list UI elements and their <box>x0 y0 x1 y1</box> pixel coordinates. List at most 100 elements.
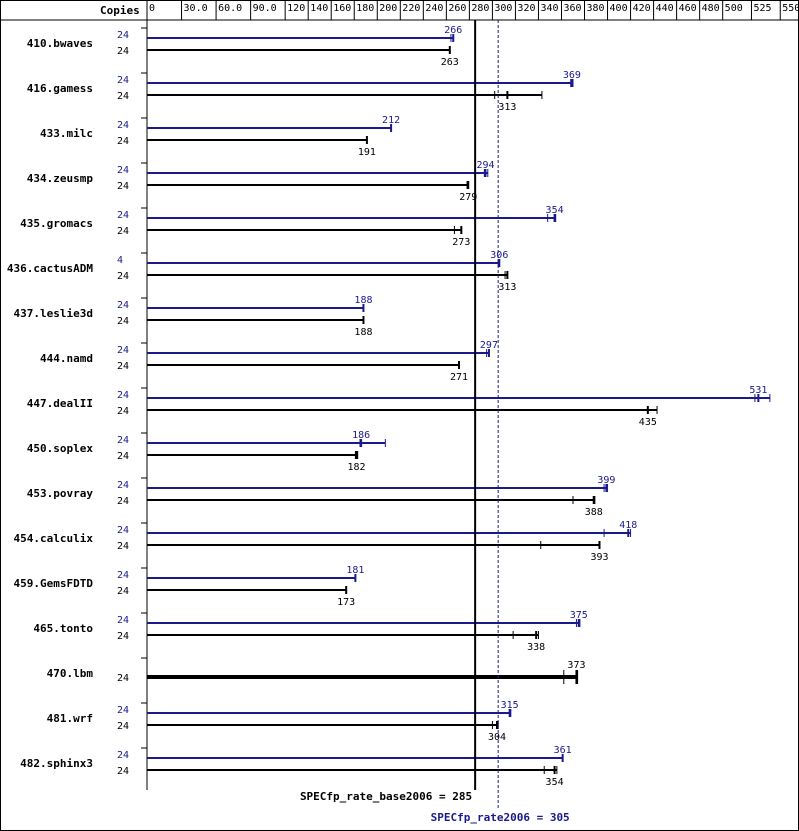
peak-summary-label: SPECfp_rate2006 = 305 <box>431 811 570 824</box>
axis-tick-label: 420 <box>633 3 651 14</box>
base-copies: 24 <box>117 226 129 237</box>
peak-copies: 24 <box>117 705 129 716</box>
axis-tick-label: 280 <box>471 3 489 14</box>
peak-copies: 24 <box>117 750 129 761</box>
peak-copies: 24 <box>117 435 129 446</box>
peak-copies: 24 <box>117 120 129 131</box>
peak-copies: 24 <box>117 30 129 41</box>
benchmark-bars: 410.bwaves 24 266 24 263 416.gamess 24 369 24 313… <box>7 20 771 790</box>
peak-value-label: 212 <box>382 115 400 126</box>
peak-value-label: 369 <box>563 70 581 81</box>
benchmark-row: 434.zeusmp 24 294 24 279 <box>27 160 495 203</box>
peak-value-label: 315 <box>501 700 519 711</box>
base-value-label: 273 <box>452 237 470 248</box>
axis-tick-label: 200 <box>379 3 397 14</box>
peak-value-label: 531 <box>749 385 767 396</box>
base-value-label: 313 <box>498 282 516 293</box>
peak-copies: 24 <box>117 75 129 86</box>
peak-value-label: 418 <box>619 520 637 531</box>
base-value-label: 271 <box>450 372 468 383</box>
benchmark-name: 450.soplex <box>27 442 94 455</box>
benchmark-row: 447.dealII 24 531 24 435 <box>27 385 771 428</box>
base-summary-label: SPECfp_rate_base2006 = 285 <box>300 790 472 803</box>
peak-copies: 24 <box>117 300 129 311</box>
base-copies: 24 <box>117 496 129 507</box>
base-value-label: 435 <box>639 417 657 428</box>
base-value-label: 304 <box>488 732 506 743</box>
axis-tick-label: 160 <box>333 3 351 14</box>
x-axis: 0 30.0 60.0 90.0 120 140 160 180 200 220 240 260 280… <box>146 1 799 20</box>
axis-tick-label: 300 <box>494 3 512 14</box>
peak-value-label: 375 <box>570 610 588 621</box>
base-value-label: 354 <box>546 777 564 788</box>
base-copies: 24 <box>117 316 129 327</box>
benchmark-name: 437.leslie3d <box>14 307 93 320</box>
benchmark-row: 465.tonto 24 375 24 338 <box>33 610 587 653</box>
benchmark-row: 454.calculix 24 418 24 393 <box>14 520 638 563</box>
base-copies: 24 <box>117 541 129 552</box>
base-value-label: 338 <box>527 642 545 653</box>
benchmark-name: 433.milc <box>40 127 93 140</box>
benchmark-name: 453.povray <box>27 487 94 500</box>
benchmark-name: 435.gromacs <box>20 217 93 230</box>
peak-value-label: 354 <box>546 205 564 216</box>
benchmark-name: 454.calculix <box>14 532 94 545</box>
base-copies: 24 <box>117 586 129 597</box>
benchmark-row: 482.sphinx3 24 361 24 354 <box>20 745 572 788</box>
axis-tick-label: 140 <box>310 3 328 14</box>
axis-tick-label: 460 <box>679 3 697 14</box>
benchmark-row: 450.soplex 24 186 24 182 <box>27 430 386 473</box>
base-copies: 24 <box>117 451 129 462</box>
base-copies: 24 <box>117 631 129 642</box>
peak-value-label: 181 <box>346 565 364 576</box>
peak-value-label: 186 <box>352 430 370 441</box>
copies-header: Copies <box>100 4 140 17</box>
base-value-label: 263 <box>441 57 459 68</box>
base-value-label: 173 <box>337 597 355 608</box>
axis-tick-label: 0 <box>149 3 155 14</box>
benchmark-row: 453.povray 24 399 24 388 <box>27 475 616 518</box>
benchmark-row: 410.bwaves 24 266 24 263 <box>27 25 463 68</box>
peak-value-label: 306 <box>490 250 508 261</box>
axis-tick-label: 180 <box>356 3 374 14</box>
benchmark-name: 416.gamess <box>27 82 93 95</box>
axis-tick-label: 550 <box>782 3 799 14</box>
axis-tick-label: 260 <box>448 3 466 14</box>
base-value-label: 279 <box>459 192 477 203</box>
peak-copies: 24 <box>117 390 129 401</box>
base-value-label: 313 <box>498 102 516 113</box>
base-copies: 24 <box>117 91 129 102</box>
benchmark-name: 482.sphinx3 <box>20 757 93 770</box>
axis-tick-label: 480 <box>702 3 720 14</box>
axis-tick-label: 440 <box>656 3 674 14</box>
axis-tick-label: 120 <box>287 3 305 14</box>
axis-tick-label: 30.0 <box>184 3 208 14</box>
base-value-label: 182 <box>348 462 366 473</box>
axis-tick-label: 320 <box>517 3 535 14</box>
peak-copies: 4 <box>117 255 123 266</box>
peak-value-label: 297 <box>480 340 498 351</box>
peak-value-label: 361 <box>554 745 572 756</box>
base-value-label: 188 <box>354 327 372 338</box>
benchmark-name: 465.tonto <box>33 622 93 635</box>
benchmark-name: 470.lbm <box>47 667 94 680</box>
benchmark-row: 435.gromacs 24 354 24 273 <box>20 205 563 248</box>
benchmark-row: 481.wrf 24 315 24 304 <box>47 700 519 743</box>
axis-tick-label: 380 <box>587 3 605 14</box>
peak-value-label: 188 <box>354 295 372 306</box>
axis-tick-label: 240 <box>425 3 443 14</box>
axis-tick-label: 340 <box>540 3 558 14</box>
reference-lines: SPECfp_rate_base2006 = 285 SPECfp_rate200… <box>300 20 570 824</box>
base-value-label: 393 <box>590 552 608 563</box>
base-copies: 24 <box>117 136 129 147</box>
base-value-label: 373 <box>567 660 585 671</box>
peak-copies: 24 <box>117 525 129 536</box>
benchmark-name: 436.cactusADM <box>7 262 93 275</box>
benchmark-name: 481.wrf <box>47 712 93 725</box>
benchmark-name: 410.bwaves <box>27 37 93 50</box>
peak-value-label: 399 <box>597 475 615 486</box>
peak-copies: 24 <box>117 210 129 221</box>
axis-tick-label: 360 <box>563 3 581 14</box>
